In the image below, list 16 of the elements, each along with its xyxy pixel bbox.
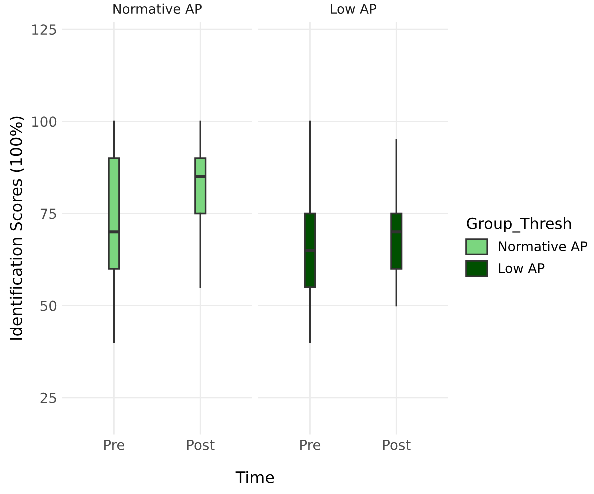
- y-tick-label: 100: [32, 116, 57, 128]
- legend-title: Group_Thresh: [467, 218, 572, 233]
- legend-label: Low AP: [499, 264, 545, 274]
- x-axis-title: Time: [236, 471, 274, 484]
- legend-label: Normative AP: [499, 241, 588, 252]
- y-tick-label: 75: [40, 208, 56, 220]
- x-tick-label: Pre: [300, 440, 321, 450]
- y-tick-label: 50: [40, 300, 57, 312]
- y-tick-label: 125: [32, 24, 56, 36]
- x-tick-label: Post: [383, 440, 411, 450]
- x-tick-label: Pre: [104, 440, 125, 450]
- chart-title: Normative AP: [114, 4, 202, 14]
- chart-title: Low AP: [331, 4, 377, 14]
- y-axis-title: Identification Scores (100%): [10, 116, 24, 340]
- y-tick-label: 25: [40, 392, 56, 404]
- x-tick-label: Post: [187, 440, 215, 450]
